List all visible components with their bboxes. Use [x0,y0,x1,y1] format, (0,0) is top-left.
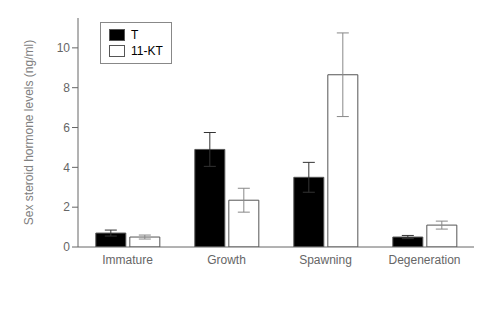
svg-text:2: 2 [63,200,70,214]
svg-text:Immature: Immature [102,253,153,267]
svg-text:0: 0 [63,240,70,254]
svg-text:Degeneration: Degeneration [388,253,460,267]
html-text:11-KT: 11-KT [131,44,163,58]
svg-text:Spawning: Spawning [299,253,352,267]
svg-text:Growth: Growth [207,253,246,267]
svg-text:4: 4 [63,161,70,175]
svg-text:Sex steroid hormone levels (ng: Sex steroid hormone levels (ng/ml) [22,40,36,225]
svg-text:8: 8 [63,81,70,95]
svg-text:10: 10 [57,41,71,55]
svg-text:6: 6 [63,121,70,135]
html-text:T: T [131,28,139,42]
